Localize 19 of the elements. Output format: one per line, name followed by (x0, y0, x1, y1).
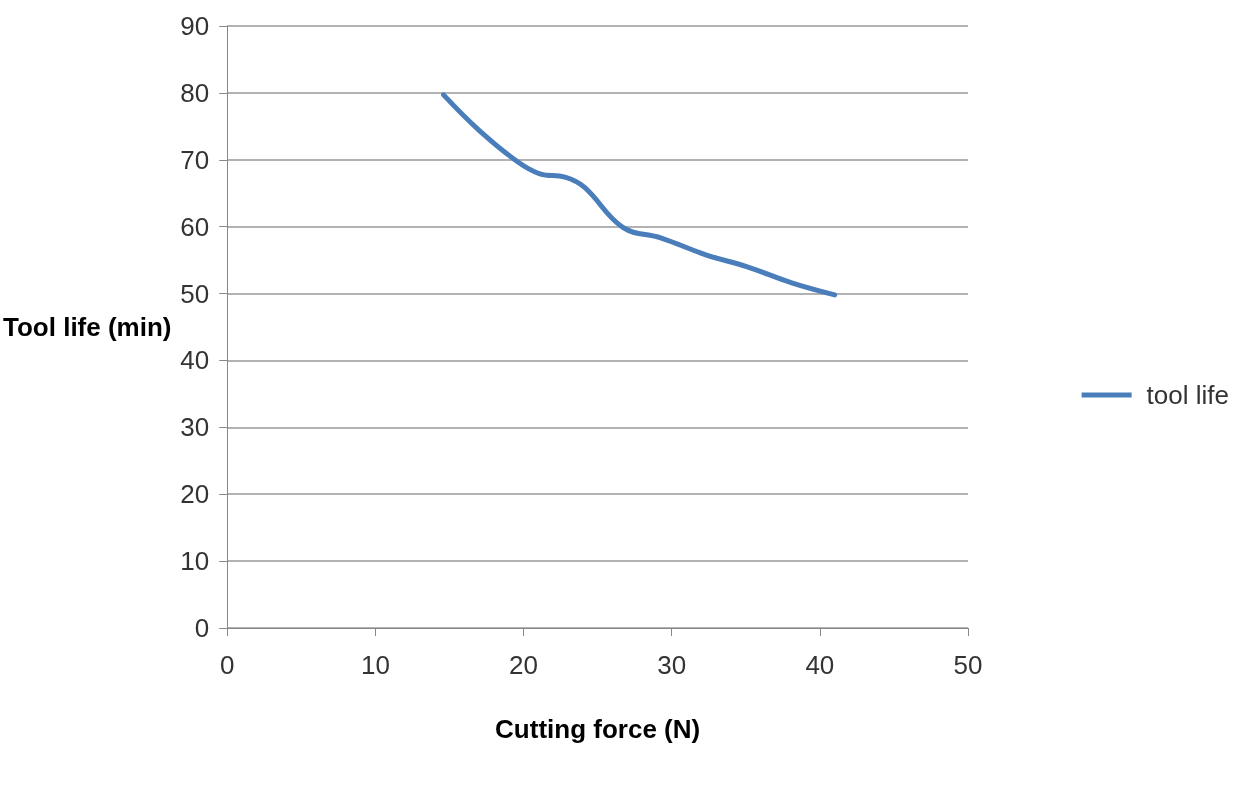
y-tick-label: 70 (180, 144, 210, 175)
legend-label: tool life (1146, 380, 1230, 410)
y-tick-label: 50 (180, 278, 210, 309)
y-tick-label: 10 (180, 546, 210, 577)
x-tick-label: 30 (657, 650, 687, 680)
y-tick-label: 40 (180, 345, 210, 376)
x-tick-label: 50 (953, 650, 983, 680)
y-tick-label: 60 (180, 211, 210, 242)
y-axis-title: Tool life (min) (3, 312, 172, 342)
y-tick-label: 90 (180, 11, 210, 41)
x-tick-label: 20 (509, 650, 539, 680)
x-tick-label: 10 (360, 650, 390, 680)
x-tick-label: 40 (805, 650, 835, 680)
y-tick-label: 30 (180, 412, 210, 443)
x-axis-title: Cutting force (N) (495, 714, 701, 744)
y-tick-label: 80 (180, 77, 210, 108)
y-tick-label: 0 (194, 613, 210, 643)
x-tick-label: 0 (220, 650, 235, 680)
y-tick-label: 20 (180, 479, 210, 510)
